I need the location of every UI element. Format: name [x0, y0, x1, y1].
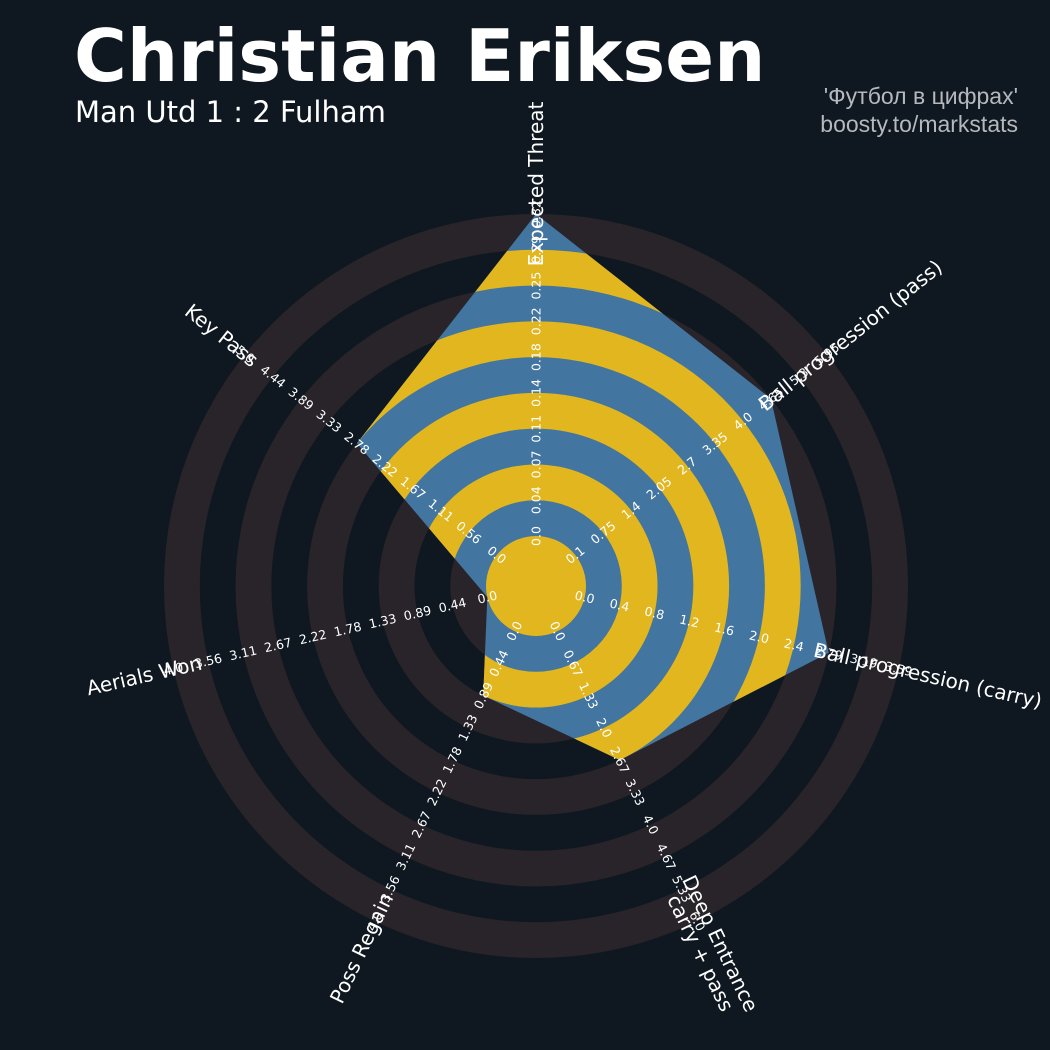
tick-label: 3.56 — [193, 650, 224, 671]
chart-title: Christian Eriksen — [74, 14, 766, 98]
tick-label: 0.07 — [529, 450, 544, 478]
credit-line-2: boosty.to/markstats — [820, 111, 1018, 137]
param-label: Key Pass — [180, 299, 263, 372]
param-label-line: Key Pass — [180, 299, 263, 372]
tick-label: 4.0 — [162, 659, 185, 678]
tick-label: 0.22 — [529, 307, 544, 335]
tick-label: 1.33 — [367, 611, 397, 632]
tick-label: 0.32 — [529, 200, 544, 228]
tick-label: 0.04 — [529, 486, 544, 514]
tick-label: 0.0 — [476, 588, 499, 607]
tick-label: 0.25 — [529, 272, 544, 300]
tick-label: 0.18 — [529, 343, 544, 371]
tick-label: 1.78 — [332, 619, 363, 640]
tick-label: 0.14 — [529, 379, 544, 407]
tick-label: 1.2 — [678, 611, 701, 630]
credit-block: 'Футбол в цифрах' boosty.to/markstats — [820, 82, 1018, 138]
tick-label: 0.89 — [402, 603, 433, 624]
tick-label: 2.4 — [783, 635, 806, 654]
tick-label: 0.44 — [437, 595, 468, 616]
tick-label: 3.59 — [883, 658, 914, 679]
param-label: Ball progression (carry) — [811, 638, 1044, 713]
radar-core — [486, 536, 586, 636]
param-label-line: Expected Threat — [524, 101, 548, 266]
tick-label: 0.0 — [573, 588, 596, 607]
axis-ticks-1: 0.0 0.04 0.07 0.11 0.14 0.18 0.22 0.25 0.29 0.32 — [529, 200, 544, 546]
tick-label: 2.0 — [748, 627, 771, 646]
tick-label: 2.22 — [298, 626, 328, 647]
tick-label: 1.6 — [713, 619, 736, 638]
tick-label: 3.11 — [228, 642, 258, 663]
axis-ticks-6: 0.0 0.440.891.331.782.222.673.113.56 4.0 — [162, 588, 499, 679]
param-label: Expected Threat — [524, 101, 548, 266]
tick-label: 3.19 — [849, 650, 880, 671]
tick-label: 0.11 — [529, 415, 544, 443]
credit-line-1: 'Футбол в цифрах' — [823, 83, 1018, 109]
chart-subtitle: Man Utd 1 : 2 Fulham — [75, 95, 386, 129]
tick-label: 0.0 — [529, 526, 544, 546]
param-label-line: Ball progression (carry) — [811, 638, 1044, 713]
tick-label: 2.67 — [263, 634, 293, 655]
tick-label: 0.29 — [529, 236, 544, 264]
tick-label: 2.79 — [814, 642, 845, 663]
axis-ticks-3: 0.0 0.4 0.8 1.2 1.6 2.0 2.4 2.79 3.19 3.59 — [573, 588, 914, 680]
tick-label: 0.4 — [608, 596, 631, 615]
tick-label: 0.8 — [643, 603, 666, 622]
